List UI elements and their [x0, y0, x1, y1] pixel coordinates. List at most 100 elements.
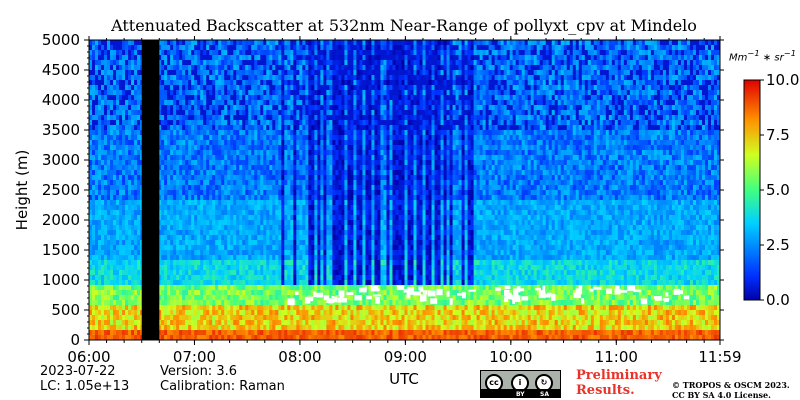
y-tick-label: 500: [51, 301, 80, 319]
cloud-signal: [654, 295, 662, 301]
colorbar-tick-label: 0.0: [766, 291, 790, 309]
copyright-line-2: CC BY SA 4.0 License.: [672, 390, 771, 400]
cloud-signal: [295, 291, 299, 296]
cloud-signal: [375, 296, 380, 304]
cloud-signal: [540, 293, 546, 299]
y-tick-label: 4000: [42, 91, 80, 109]
cloud-signal: [593, 286, 602, 290]
date-text: 2023-07-22: [40, 364, 116, 379]
cloud-signal: [512, 298, 515, 304]
cloud-signal: [327, 298, 333, 304]
cloud-signal: [333, 296, 338, 303]
y-axis: 0 500 1000 1500 2000 2500 3000 3500 4000 4500 5000: [42, 31, 724, 349]
cloud-signal: [359, 287, 367, 293]
cloud-signal: [331, 296, 334, 299]
cloud-signal: [589, 288, 594, 292]
cloud-signal: [673, 288, 681, 295]
preliminary-note: Preliminary Results.: [576, 368, 662, 398]
cc-license-badge: cc i ↻ BY SA: [480, 370, 561, 398]
cloud-signal: [495, 287, 501, 291]
cloud-signal: [430, 298, 438, 304]
cloud-signal: [346, 292, 354, 295]
cloud-signal: [366, 295, 372, 300]
colorbar: [743, 79, 761, 301]
x-tick-label: 11:59: [698, 348, 741, 366]
cloud-signal: [551, 293, 556, 301]
colorbar-tick-label: 2.5: [766, 236, 790, 254]
backscatter-heatmap: [89, 40, 720, 340]
cloud-signal: [573, 292, 581, 299]
x-tick-label: 07:00: [173, 348, 216, 366]
copyright-line-1: © TROPOS & OSCM 2023.: [672, 380, 790, 390]
license-by-label: BY: [516, 391, 525, 398]
copyright-note: © TROPOS & OSCM 2023. CC BY SA 4.0 Licen…: [672, 380, 800, 400]
cloud-signal: [633, 289, 641, 293]
license-sa-label: SA: [540, 391, 549, 398]
colorbar-tick-label: 5.0: [766, 181, 790, 199]
cloud-signal: [403, 289, 407, 293]
chart-title: Attenuated Backscatter at 532nm Near-Ran…: [111, 16, 697, 35]
cloud-signal: [338, 290, 345, 297]
y-tick-label: 5000: [42, 31, 80, 49]
colorbar-unit: Mm−1 ∗ sr−1: [729, 48, 796, 64]
cloud-signal: [323, 295, 329, 301]
lc-text: LC: 1.05e+13: [40, 379, 130, 394]
cc-logo-icon: cc: [485, 374, 503, 392]
x-axis-label: UTC: [389, 370, 419, 388]
y-tick-label: 3000: [42, 151, 80, 169]
x-tick-label: 09:00: [384, 348, 427, 366]
cloud-signal: [518, 288, 525, 292]
cloud-signal: [581, 298, 585, 304]
x-axis: 06:00 07:00 08:00 09:00 10:00 11:00 11:59: [67, 36, 742, 366]
y-tick-label: 2000: [42, 211, 80, 229]
cloud-signal: [419, 294, 427, 302]
cloud-signal: [538, 295, 542, 298]
calibration-text: Calibration: Raman: [160, 379, 285, 394]
cloud-signal: [436, 288, 443, 296]
cloud-signal: [427, 290, 436, 297]
cloud-signal: [341, 298, 347, 303]
y-tick-label: 3500: [42, 121, 80, 139]
version-text: Version: 3.6: [160, 364, 237, 379]
cloud-signal: [662, 298, 669, 301]
cloud-signal: [457, 293, 463, 296]
colorbar-tick-label: 10.0: [766, 71, 799, 89]
cloud-signal: [354, 295, 362, 301]
cloud-signal: [575, 288, 583, 294]
x-tick-label: 10:00: [489, 348, 532, 366]
x-tick-label: 08:00: [278, 348, 321, 366]
y-tick-label: 4500: [42, 61, 80, 79]
cloud-signal: [620, 290, 628, 293]
share-alike-icon: ↻: [535, 374, 553, 392]
cloud-signal: [615, 285, 618, 290]
cloud-signal: [339, 295, 344, 299]
cloud-signal: [516, 286, 521, 293]
cloud-signal: [538, 290, 546, 295]
cloud-signal: [370, 285, 379, 292]
cloud-signal: [449, 298, 453, 305]
cloud-signal: [461, 292, 466, 299]
cloud-signal: [665, 292, 669, 297]
cloud-signal: [413, 291, 421, 296]
cloud-signal: [578, 285, 583, 289]
cloud-signal: [513, 288, 519, 296]
cloud-signal: [546, 292, 552, 296]
cloud-signal: [535, 287, 541, 291]
cloud-signal: [542, 285, 546, 291]
cloud-signal: [614, 288, 621, 295]
cloud-signal: [627, 285, 636, 291]
cloud-signal: [419, 288, 424, 292]
cloud-signal: [504, 285, 511, 289]
cloud-signal: [544, 294, 551, 298]
y-axis-label: Height (m): [13, 149, 31, 231]
cloud-signal: [640, 298, 648, 305]
cloud-signal: [406, 294, 411, 299]
cloud-signal: [287, 298, 295, 306]
cloud-signal: [423, 290, 428, 295]
y-tick-label: 0: [70, 331, 80, 349]
cloud-signal: [679, 290, 683, 295]
cloud-signal: [406, 288, 414, 295]
y-tick-label: 1000: [42, 271, 80, 289]
cloud-signal: [683, 295, 690, 300]
